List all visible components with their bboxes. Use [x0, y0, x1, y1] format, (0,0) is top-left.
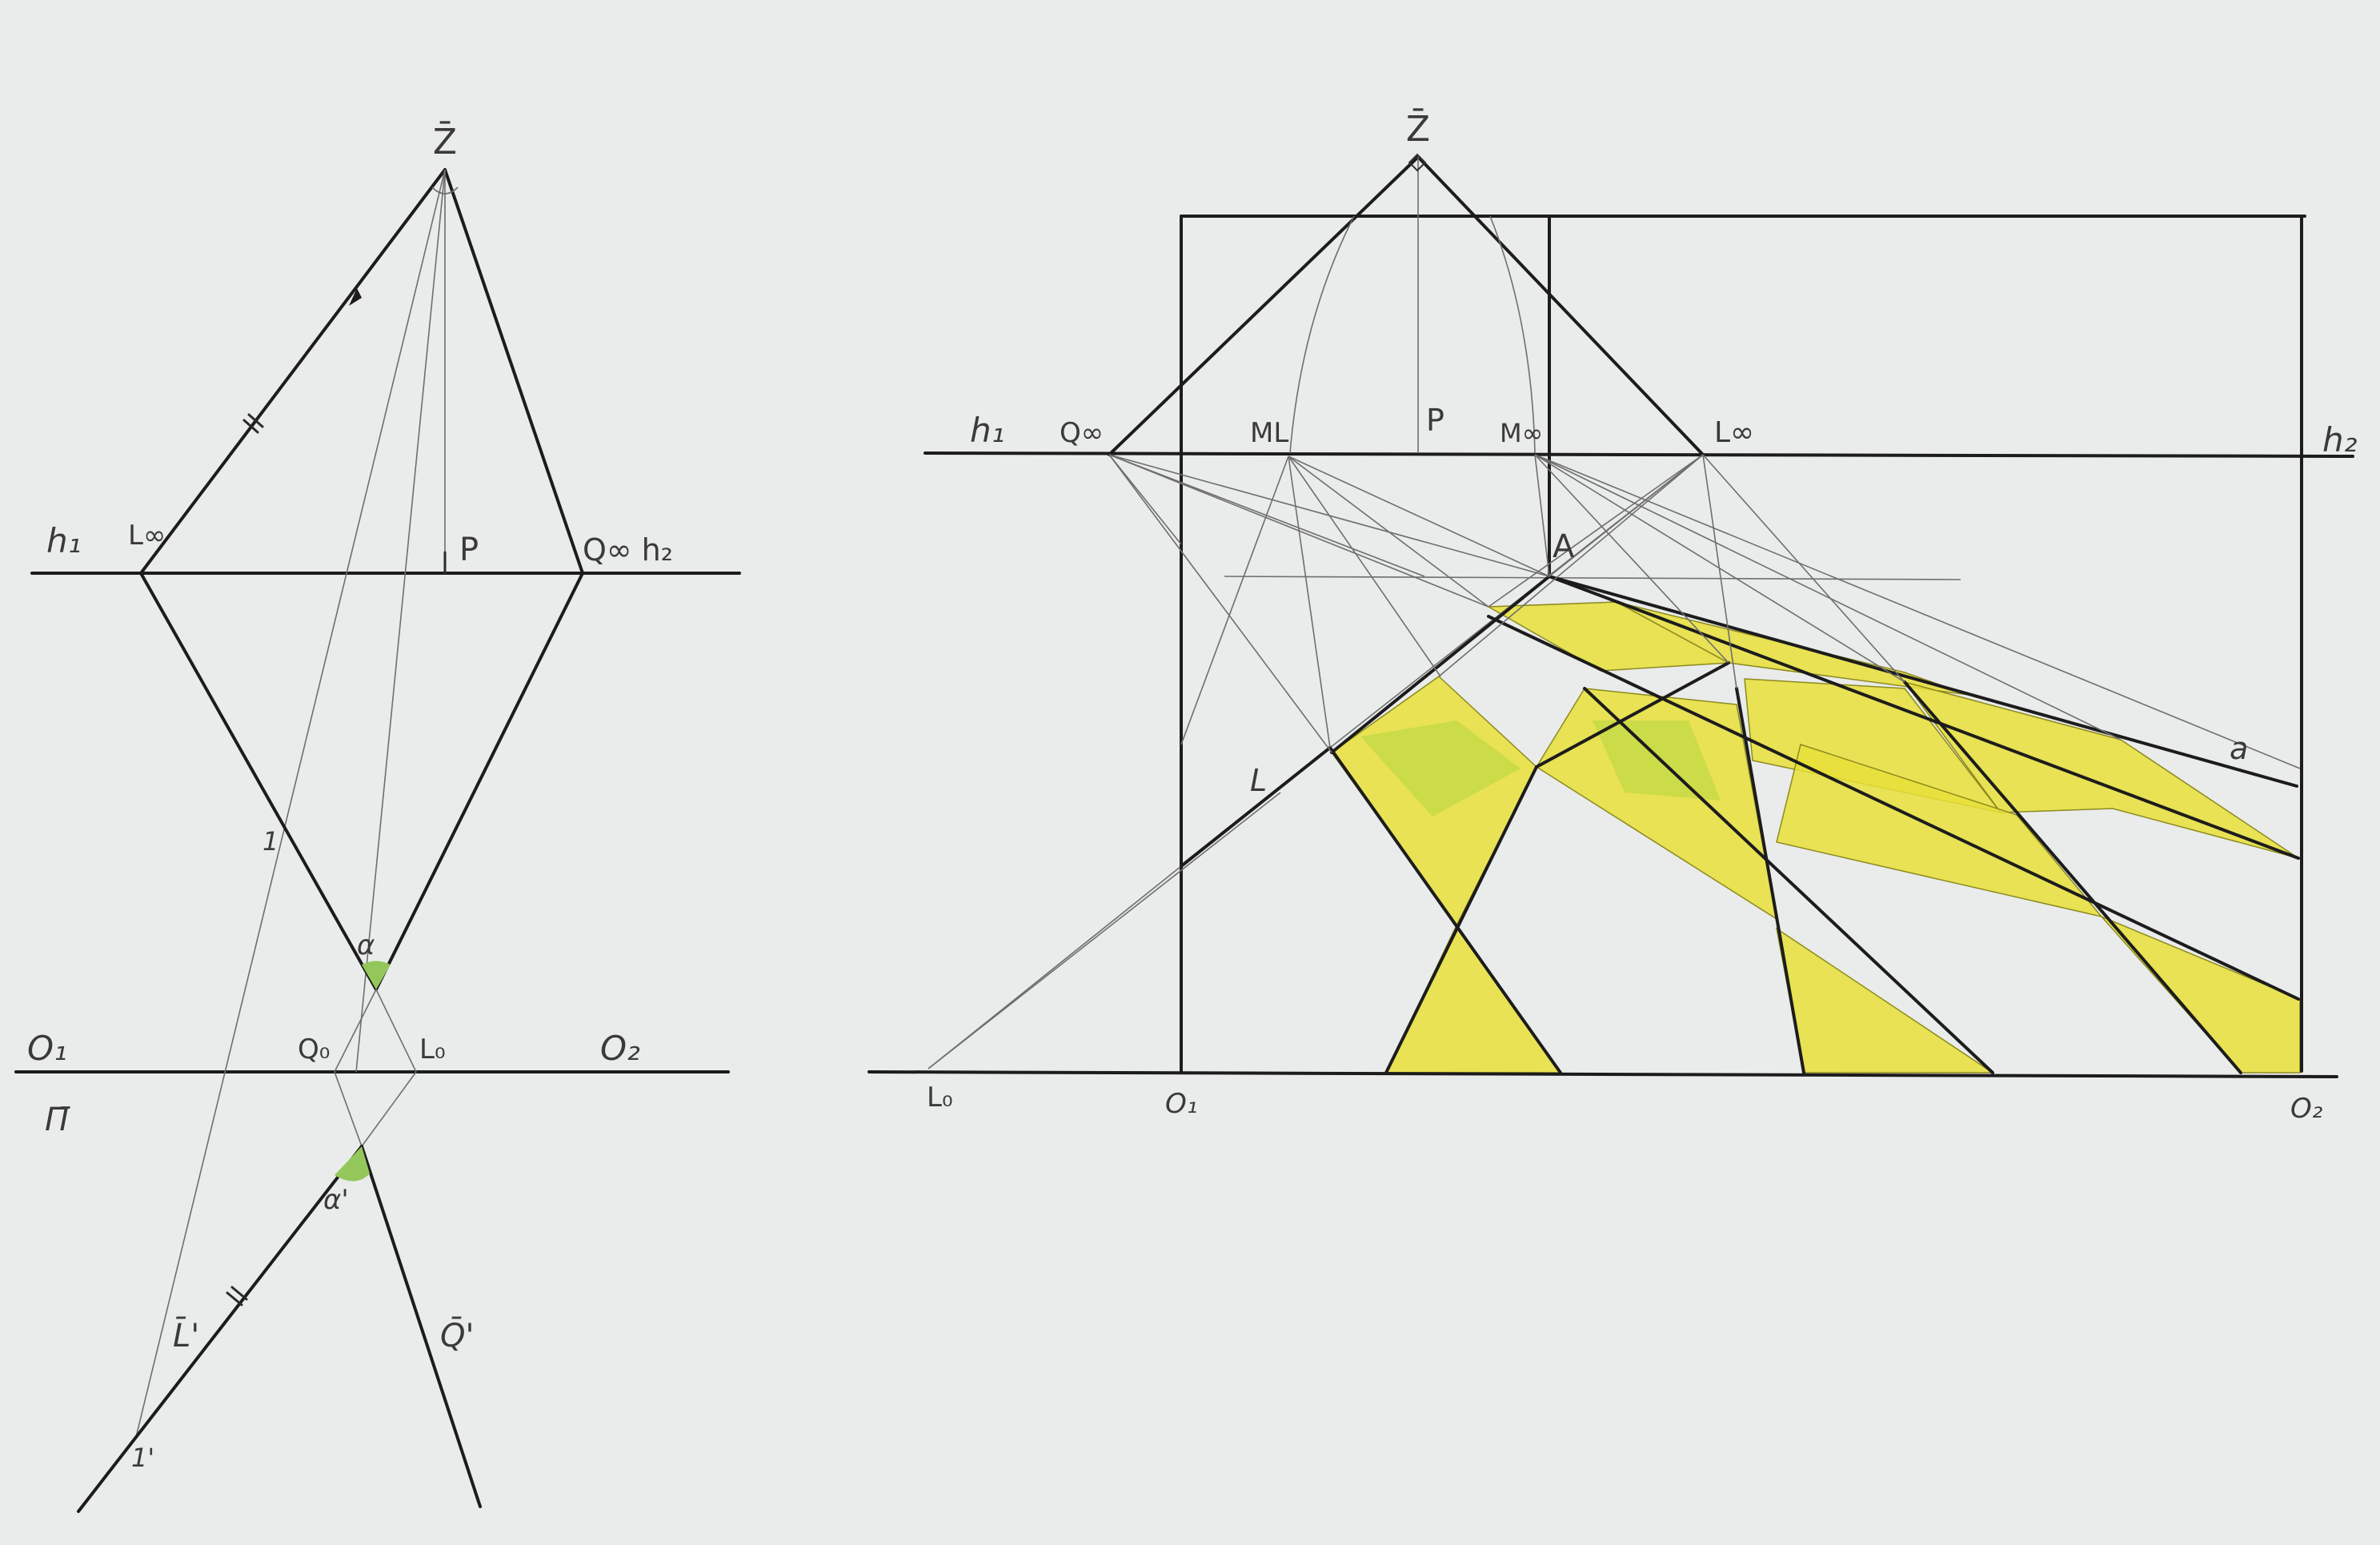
parallel-tick-lower-2 — [230, 1286, 248, 1301]
left-l-inf-label: L∞ — [128, 520, 166, 552]
left-q0-label: Q₀ — [298, 1033, 330, 1065]
right-h2-label: h₂ — [2322, 420, 2358, 459]
parallel-tick-upper-2 — [247, 413, 264, 428]
right-construction: Z̄ h₁ Q∞ ML P M∞ L∞ h₂ A L a L₀ O₁ O₂ — [867, 107, 2358, 1125]
ray-a-4 — [1487, 615, 2300, 1001]
alpha-prime-label: α' — [323, 1184, 349, 1216]
ray-to-ground-2 — [1384, 765, 1538, 1074]
point-a-label: A — [1553, 528, 1575, 565]
line-l — [1180, 746, 1332, 868]
left-o2-label: O₂ — [600, 1029, 640, 1068]
shaded-tiles — [1330, 601, 2301, 1073]
l-inf-rays — [1438, 454, 1905, 689]
parallel-tick-upper-1 — [242, 419, 259, 434]
left-o1-label: O₁ — [27, 1029, 67, 1068]
left-l0-label: L₀ — [419, 1033, 446, 1065]
tile-6 — [1903, 680, 2299, 859]
tile-4-green-tint — [1593, 720, 1721, 801]
line-a — [1548, 575, 2298, 788]
z-to-q0-line — [355, 169, 446, 1073]
left-construction: Z̄ h₁ L∞ P Q∞ h₂ O₁ Q₀ L₀ O₂ Π̄ α α' 1 1… — [14, 120, 741, 1513]
cross-line-1 — [1535, 661, 1730, 768]
ray-to-ground-4 — [1583, 687, 1994, 1074]
parallel-tick-lower-1 — [226, 1291, 243, 1306]
point-one-prime-label: 1' — [131, 1443, 154, 1473]
right-angle-marker — [1408, 153, 1427, 172]
right-z-label: Z̄ — [1406, 107, 1430, 150]
m-inf-label: M∞ — [1500, 418, 1543, 448]
line-l-label: L — [1250, 763, 1267, 798]
right-l0-label: L₀ — [927, 1082, 953, 1114]
q-prime-label: Q̄' — [440, 1316, 474, 1354]
alpha-to-q0-line — [334, 989, 377, 1073]
l0-to-alpha-prime-line — [361, 1071, 417, 1147]
left-p-label: P — [459, 532, 479, 568]
arc-to-ml — [1289, 215, 1355, 454]
q0-to-alpha-prime-line — [334, 1071, 363, 1147]
left-z-label: Z̄ — [433, 120, 457, 163]
right-o1-label: O₁ — [1165, 1088, 1197, 1120]
m-inf-rays — [1534, 454, 2301, 769]
right-ground-line — [867, 1070, 2338, 1078]
ml-label: ML — [1250, 417, 1288, 449]
right-p-label: P — [1426, 403, 1444, 438]
z-to-l-inf-line — [139, 168, 447, 575]
ray-a-3 — [1330, 575, 1551, 754]
ray-to-ground-3 — [1735, 687, 1805, 1074]
ml-rays — [1180, 455, 1550, 748]
point-one-label: 1 — [262, 826, 278, 857]
z-to-q-inf-line — [443, 168, 584, 575]
q-prime-line — [360, 1145, 482, 1508]
left-q-inf-h2-label: Q∞ h₂ — [583, 532, 673, 568]
right-h1-label: h₁ — [970, 411, 1004, 450]
right-o2-label: O₂ — [2290, 1093, 2323, 1125]
z-to-one-prime-line — [135, 169, 446, 1438]
z-to-l-inf-line — [1416, 155, 1705, 456]
z-to-q-inf-line — [1108, 155, 1420, 456]
pi-plane-label: Π̄ — [45, 1102, 70, 1138]
q-inf-to-alpha-line — [375, 572, 584, 991]
alpha-to-l0-line — [375, 989, 417, 1073]
right-l-inf-label: L∞ — [1714, 416, 1754, 449]
right-q-inf-label: Q∞ — [1060, 417, 1104, 449]
l-prime-label: L̄' — [173, 1316, 199, 1354]
ray-l-to-ground-1 — [1328, 746, 1562, 1074]
ray-a-2 — [1548, 575, 2300, 860]
tile-3-green-tint — [1360, 720, 1521, 817]
l-inf-to-alpha-line — [139, 572, 378, 991]
alpha-label: α — [357, 929, 375, 961]
alpha-prime-angle-marker — [335, 1146, 370, 1182]
right-horizon-line — [924, 451, 2354, 458]
z-angle-arc — [431, 187, 459, 195]
l-prime-line — [77, 1145, 363, 1513]
alpha-angle-marker — [362, 961, 391, 989]
l0-construction-line — [928, 792, 1281, 1069]
direction-arrow-marker — [349, 288, 362, 306]
ray-to-ground-5 — [1903, 680, 2242, 1074]
line-a-label: a — [2230, 731, 2248, 766]
arc-to-m-inf — [1489, 215, 1536, 454]
left-h1-label: h₁ — [46, 521, 81, 560]
